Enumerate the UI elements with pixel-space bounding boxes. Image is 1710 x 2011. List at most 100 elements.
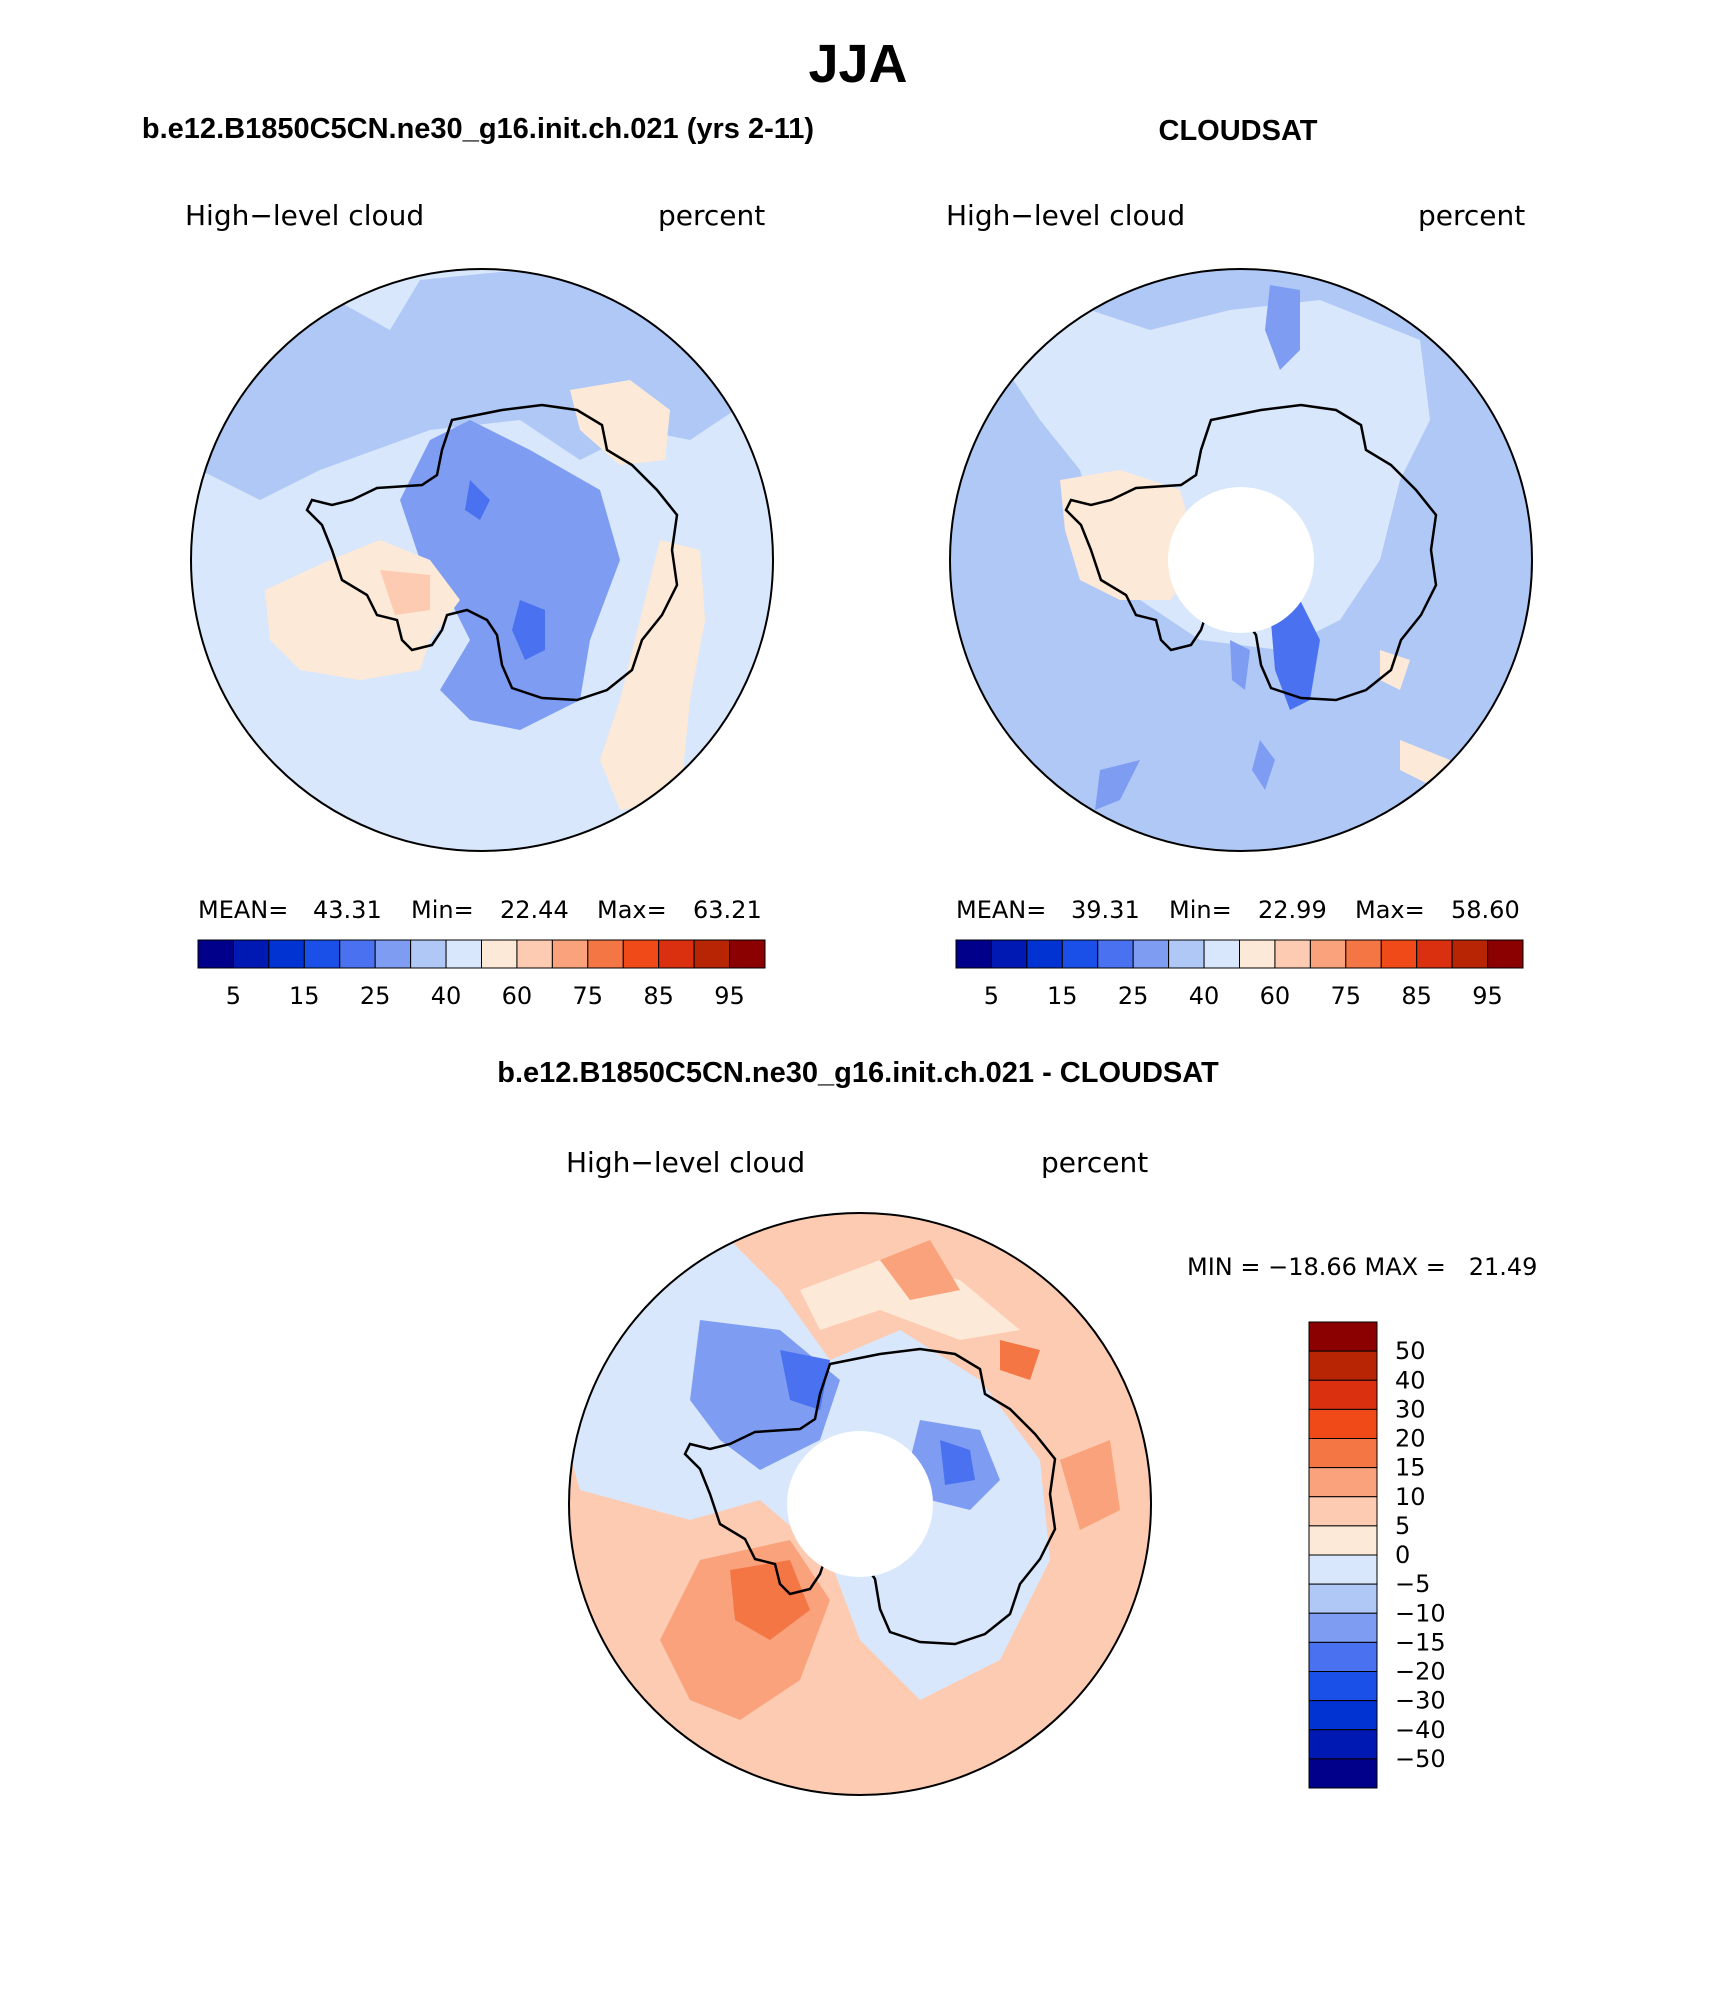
colorbar-tick-label: 0 — [1395, 1541, 1410, 1569]
colorbar-swatch — [481, 939, 518, 969]
colorbar-tick-label: 50 — [1395, 1337, 1426, 1365]
model-map-border — [190, 268, 774, 852]
colorbar-tick-label: 95 — [1472, 982, 1503, 1010]
model-contour-band — [465, 480, 490, 520]
colorbar-tick-label: 60 — [1260, 982, 1291, 1010]
colorbar-swatch — [445, 939, 482, 969]
colorbar-tick-label: 5 — [1395, 1512, 1410, 1540]
colorbar-swatch — [1308, 1408, 1378, 1439]
model-contour-band — [380, 570, 430, 615]
colorbar-swatch — [1308, 1525, 1378, 1556]
colorbar-tick-label: −5 — [1395, 1570, 1430, 1598]
model-contour-band — [600, 540, 705, 810]
diff-minmax-label: MIN = −18.66 MAX = 21.49 — [1187, 1253, 1537, 1281]
model-panel-title: b.e12.B1850C5CN.ne30_g16.init.ch.021 (yr… — [142, 113, 814, 145]
diff-missing-pole — [787, 1431, 933, 1577]
colorbar-tick-label: 30 — [1395, 1395, 1426, 1423]
colorbar-tick-label: 75 — [1331, 982, 1362, 1010]
colorbar-swatch — [303, 939, 341, 969]
colorbar-swatch — [622, 939, 660, 969]
obs-mean-value: 39.31 — [1071, 896, 1140, 924]
colorbar-tick-label: 95 — [714, 982, 745, 1010]
obs-contour-band — [1095, 760, 1140, 810]
model-mean-label: MEAN= — [198, 896, 288, 924]
colorbar-tick-label: 15 — [1047, 982, 1078, 1010]
colorbar-tick-label: 85 — [643, 982, 674, 1010]
colorbar-swatch — [955, 939, 992, 969]
model-max-value: 63.21 — [693, 896, 762, 924]
diff-contour-band — [730, 1560, 810, 1640]
colorbar-tick-label: −10 — [1395, 1599, 1446, 1627]
model-contour-band — [191, 270, 773, 500]
colorbar-tick-label: 20 — [1395, 1425, 1426, 1453]
model-units-label: percent — [658, 199, 765, 232]
colorbar-swatch — [268, 939, 305, 969]
colorbar-tick-label: 85 — [1401, 982, 1432, 1010]
colorbar-tick-label: 5 — [226, 982, 241, 1010]
colorbar-tick-label: 15 — [1395, 1454, 1426, 1482]
obs-max-label: Max= — [1355, 896, 1425, 924]
colorbar-swatch — [1308, 1729, 1378, 1760]
colorbar-swatch — [1308, 1583, 1378, 1614]
model-mean-value: 43.31 — [313, 896, 382, 924]
model-contour-band — [570, 380, 670, 465]
colorbar-swatch — [1308, 1379, 1378, 1410]
colorbar-swatch — [1026, 939, 1063, 969]
obs-contour-band — [1265, 285, 1300, 370]
diff-map-border — [568, 1212, 1152, 1796]
colorbar-tick-label: 15 — [289, 982, 320, 1010]
diff-variable-label: High−level cloud — [566, 1146, 805, 1179]
colorbar-swatch — [374, 939, 412, 969]
colorbar-swatch — [516, 939, 553, 969]
colorbar-tick-label: −30 — [1395, 1687, 1446, 1715]
colorbar-tick-label: 40 — [431, 982, 462, 1010]
colorbar-swatch — [1308, 1438, 1378, 1469]
colorbar-swatch — [1308, 1758, 1378, 1789]
diff-contour-band — [1060, 1440, 1120, 1530]
colorbar-swatch — [1168, 939, 1205, 969]
colorbar-swatch — [1308, 1321, 1378, 1352]
model-min-label: Min= — [411, 896, 474, 924]
colorbar-swatch — [1308, 1700, 1378, 1731]
colorbar-swatch — [410, 939, 447, 969]
colorbar-tick-label: 25 — [1118, 982, 1149, 1010]
colorbar-swatch — [1308, 1350, 1378, 1381]
diff-contour-band — [780, 1350, 830, 1410]
colorbar-swatch — [1380, 939, 1418, 969]
colorbar-swatch — [1308, 1671, 1378, 1702]
obs-units-label: percent — [1418, 199, 1525, 232]
model-stats: MEAN= 43.31 Min= 22.44 Max= 63.21 — [198, 896, 762, 924]
colorbar-tick-label: 40 — [1189, 982, 1220, 1010]
colorbar-tick-label: −50 — [1395, 1745, 1446, 1773]
colorbar-swatch — [1097, 939, 1134, 969]
obs-map — [950, 269, 1532, 851]
colorbar-swatch — [729, 939, 766, 969]
colorbar-tick-label: 5 — [984, 982, 999, 1010]
obs-max-value: 58.60 — [1451, 896, 1520, 924]
diff-contour-band — [569, 1213, 1050, 1700]
colorbar-swatch — [339, 939, 376, 969]
colorbar-swatch — [990, 939, 1028, 969]
colorbar-swatch — [1061, 939, 1099, 969]
model-colorbar: 5 15 25 40 60 75 85 95 — [197, 939, 766, 1010]
colorbar-swatch — [1345, 939, 1382, 969]
obs-contour-band — [1270, 600, 1320, 710]
obs-contour-band — [1000, 300, 1430, 650]
colorbar-swatch — [658, 939, 695, 969]
colorbar-tick-label: 10 — [1395, 1483, 1426, 1511]
colorbar-swatch — [1451, 939, 1489, 969]
diff-contour-band — [880, 1240, 960, 1300]
colorbar-swatch — [1308, 1641, 1378, 1672]
colorbar-tick-label: 40 — [1395, 1366, 1426, 1394]
model-map — [191, 269, 773, 851]
diff-contour-band — [940, 1440, 975, 1485]
diff-contour-band — [1000, 1340, 1040, 1380]
obs-contour-band — [1230, 640, 1250, 690]
obs-contour-band — [1252, 740, 1275, 790]
obs-mean-label: MEAN= — [956, 896, 1046, 924]
colorbar-swatch — [1487, 939, 1524, 969]
colorbar-tick-label: −15 — [1395, 1628, 1446, 1656]
obs-min-value: 22.99 — [1258, 896, 1327, 924]
